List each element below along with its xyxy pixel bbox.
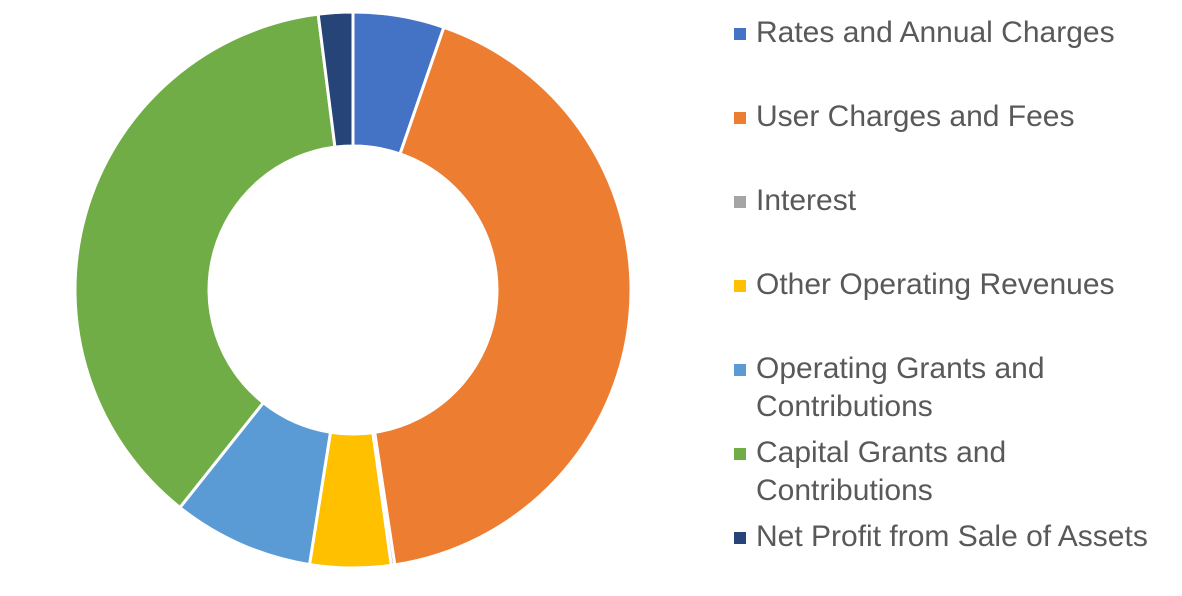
legend-label: Capital Grants and Contributions: [756, 436, 1007, 507]
legend-item-user-charges-and-fees: User Charges and Fees: [734, 98, 1166, 136]
legend-swatch: [734, 280, 746, 292]
donut-chart: [73, 10, 633, 570]
donut-slice-capital-grants-and-contributions: [73, 12, 337, 510]
legend-swatch: [734, 28, 746, 40]
legend-item-operating-grants-and-contributions: Operating Grants and Contributions: [734, 350, 1166, 426]
legend-label: Net Profit from Sale of Assets: [756, 520, 1148, 553]
legend-label: Operating Grants and Contributions: [756, 352, 1045, 423]
legend-label: Other Operating Revenues: [756, 268, 1115, 301]
legend-item-other-operating-revenues: Other Operating Revenues: [734, 266, 1166, 304]
legend-item-capital-grants-and-contributions: Capital Grants and Contributions: [734, 434, 1166, 510]
legend-label: Rates and Annual Charges: [756, 16, 1115, 49]
legend-swatch: [734, 448, 746, 460]
legend-item-interest: Interest: [734, 182, 1166, 220]
legend-item-net-profit-from-sale-of-assets: Net Profit from Sale of Assets: [734, 518, 1166, 556]
legend-item-rates-and-annual-charges: Rates and Annual Charges: [734, 14, 1166, 52]
legend-swatch: [734, 532, 746, 544]
donut-slice-net-profit-from-sale-of-assets: [316, 10, 355, 149]
donut-chart-area: [73, 10, 633, 570]
donut-slice-user-charges-and-fees: [373, 25, 633, 567]
legend-swatch: [734, 364, 746, 376]
legend-swatch: [734, 196, 746, 208]
legend-swatch: [734, 112, 746, 124]
legend-label: Interest: [756, 184, 857, 217]
legend-label: User Charges and Fees: [756, 100, 1075, 133]
